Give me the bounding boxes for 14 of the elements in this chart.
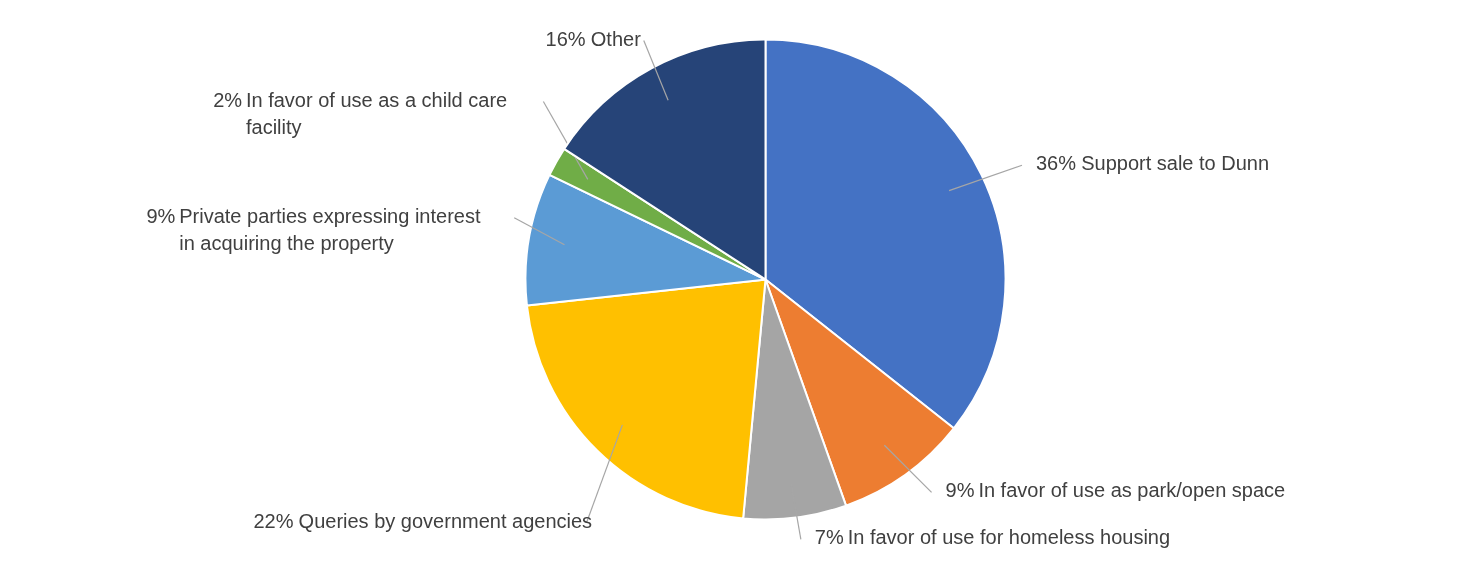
slice-label: Queries by government agencies: [298, 509, 593, 532]
data-label: 7%: [814, 526, 844, 549]
slice-label: In favor of use as park/open space: [978, 479, 1286, 502]
data-label: 2%: [213, 88, 243, 111]
slice-label: Other: [590, 27, 642, 50]
data-label: 16%: [545, 27, 586, 50]
data-label: 9%: [945, 479, 975, 502]
slice-label: In favor of use as a child care facility: [245, 88, 508, 139]
data-label: 22%: [253, 509, 294, 532]
data-label: 9%: [146, 204, 176, 227]
slice-label: Support sale to Dunn: [1081, 152, 1270, 175]
slice-label: In favor of use for homeless housing: [847, 526, 1171, 549]
slice-label: Private parties expressing interest in acquiring the property: [179, 204, 481, 255]
data-label: 36%: [1036, 152, 1077, 175]
